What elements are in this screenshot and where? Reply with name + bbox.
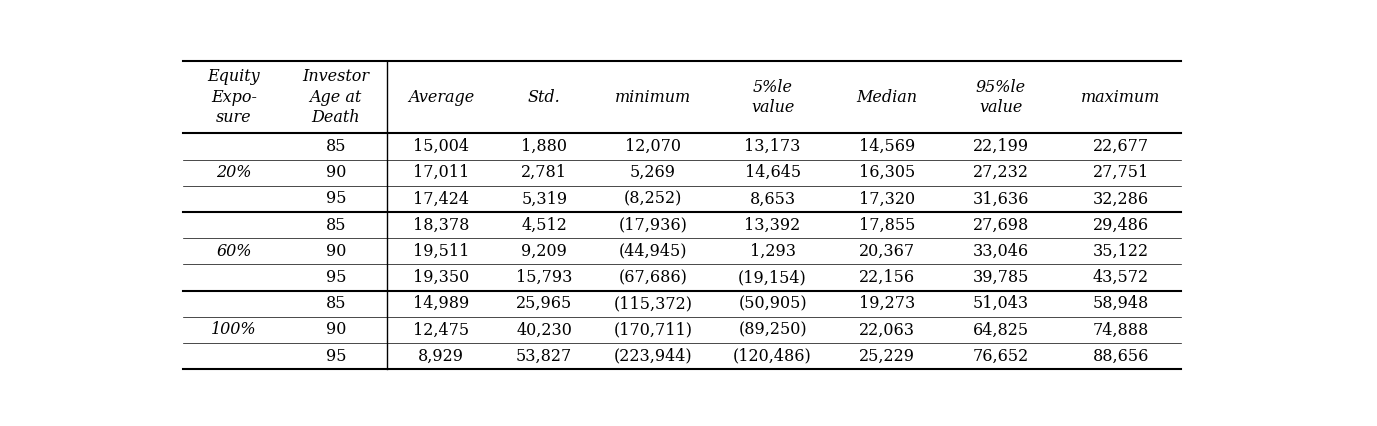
Text: 90: 90 bbox=[325, 322, 346, 339]
Text: minimum: minimum bbox=[614, 89, 691, 106]
Text: 39,785: 39,785 bbox=[972, 269, 1029, 286]
Text: 19,273: 19,273 bbox=[859, 295, 914, 312]
Text: 43,572: 43,572 bbox=[1093, 269, 1148, 286]
Text: 90: 90 bbox=[325, 164, 346, 181]
Text: 19,350: 19,350 bbox=[413, 269, 470, 286]
Text: (89,250): (89,250) bbox=[738, 322, 807, 339]
Text: 32,286: 32,286 bbox=[1093, 190, 1148, 207]
Text: 13,392: 13,392 bbox=[745, 217, 801, 233]
Text: Std.: Std. bbox=[527, 89, 560, 106]
Text: (120,486): (120,486) bbox=[733, 348, 812, 365]
Text: 25,965: 25,965 bbox=[516, 295, 573, 312]
Text: 14,645: 14,645 bbox=[745, 164, 800, 181]
Text: (67,686): (67,686) bbox=[618, 269, 687, 286]
Text: 13,173: 13,173 bbox=[745, 138, 801, 155]
Text: 76,652: 76,652 bbox=[974, 348, 1029, 365]
Text: 15,793: 15,793 bbox=[516, 269, 573, 286]
Text: 5%le
value: 5%le value bbox=[750, 78, 795, 116]
Text: 40,230: 40,230 bbox=[516, 322, 573, 339]
Text: 14,989: 14,989 bbox=[413, 295, 470, 312]
Text: 51,043: 51,043 bbox=[974, 295, 1029, 312]
Text: (44,945): (44,945) bbox=[618, 243, 687, 260]
Text: 27,751: 27,751 bbox=[1092, 164, 1148, 181]
Text: 17,320: 17,320 bbox=[859, 190, 914, 207]
Text: 1,880: 1,880 bbox=[522, 138, 567, 155]
Text: 95: 95 bbox=[325, 348, 346, 365]
Text: 2,781: 2,781 bbox=[522, 164, 567, 181]
Text: (170,711): (170,711) bbox=[613, 322, 693, 339]
Text: Investor
Age at
Death: Investor Age at Death bbox=[303, 69, 369, 126]
Text: 58,948: 58,948 bbox=[1092, 295, 1148, 312]
Text: 74,888: 74,888 bbox=[1092, 322, 1148, 339]
Text: 27,232: 27,232 bbox=[974, 164, 1029, 181]
Text: 17,011: 17,011 bbox=[413, 164, 470, 181]
Text: 15,004: 15,004 bbox=[413, 138, 470, 155]
Text: 22,063: 22,063 bbox=[859, 322, 914, 339]
Text: 22,156: 22,156 bbox=[859, 269, 914, 286]
Text: 20%: 20% bbox=[216, 164, 252, 181]
Text: 14,569: 14,569 bbox=[859, 138, 914, 155]
Text: 20,367: 20,367 bbox=[859, 243, 914, 260]
Text: (17,936): (17,936) bbox=[618, 217, 687, 233]
Text: 90: 90 bbox=[325, 243, 346, 260]
Text: 8,929: 8,929 bbox=[419, 348, 464, 365]
Text: (8,252): (8,252) bbox=[624, 190, 682, 207]
Text: 22,199: 22,199 bbox=[974, 138, 1029, 155]
Text: 33,046: 33,046 bbox=[974, 243, 1029, 260]
Text: 85: 85 bbox=[325, 295, 346, 312]
Text: (115,372): (115,372) bbox=[613, 295, 693, 312]
Text: Equity
Expo-
sure: Equity Expo- sure bbox=[208, 69, 260, 126]
Text: 88,656: 88,656 bbox=[1092, 348, 1148, 365]
Text: (223,944): (223,944) bbox=[614, 348, 693, 365]
Text: 5,319: 5,319 bbox=[521, 190, 567, 207]
Text: 12,070: 12,070 bbox=[625, 138, 680, 155]
Text: 12,475: 12,475 bbox=[413, 322, 470, 339]
Text: 27,698: 27,698 bbox=[974, 217, 1029, 233]
Text: (19,154): (19,154) bbox=[738, 269, 807, 286]
Text: 85: 85 bbox=[325, 217, 346, 233]
Text: 100%: 100% bbox=[211, 322, 256, 339]
Text: 18,378: 18,378 bbox=[413, 217, 470, 233]
Text: 95: 95 bbox=[325, 269, 346, 286]
Text: 17,424: 17,424 bbox=[413, 190, 470, 207]
Text: 8,653: 8,653 bbox=[749, 190, 796, 207]
Text: 60%: 60% bbox=[216, 243, 252, 260]
Text: Average: Average bbox=[408, 89, 474, 106]
Text: 31,636: 31,636 bbox=[972, 190, 1029, 207]
Text: 64,825: 64,825 bbox=[974, 322, 1029, 339]
Text: 25,229: 25,229 bbox=[859, 348, 914, 365]
Text: 85: 85 bbox=[325, 138, 346, 155]
Text: 4,512: 4,512 bbox=[522, 217, 567, 233]
Text: 16,305: 16,305 bbox=[859, 164, 914, 181]
Text: 1,293: 1,293 bbox=[749, 243, 796, 260]
Text: 9,209: 9,209 bbox=[522, 243, 567, 260]
Text: maximum: maximum bbox=[1081, 89, 1161, 106]
Text: 22,677: 22,677 bbox=[1093, 138, 1148, 155]
Text: 5,269: 5,269 bbox=[629, 164, 676, 181]
Text: (50,905): (50,905) bbox=[738, 295, 807, 312]
Text: 95%le
value: 95%le value bbox=[976, 78, 1026, 116]
Text: Median: Median bbox=[856, 89, 917, 106]
Text: 53,827: 53,827 bbox=[516, 348, 573, 365]
Text: 95: 95 bbox=[325, 190, 346, 207]
Text: 29,486: 29,486 bbox=[1093, 217, 1148, 233]
Text: 19,511: 19,511 bbox=[413, 243, 470, 260]
Text: 35,122: 35,122 bbox=[1093, 243, 1148, 260]
Text: 17,855: 17,855 bbox=[859, 217, 914, 233]
